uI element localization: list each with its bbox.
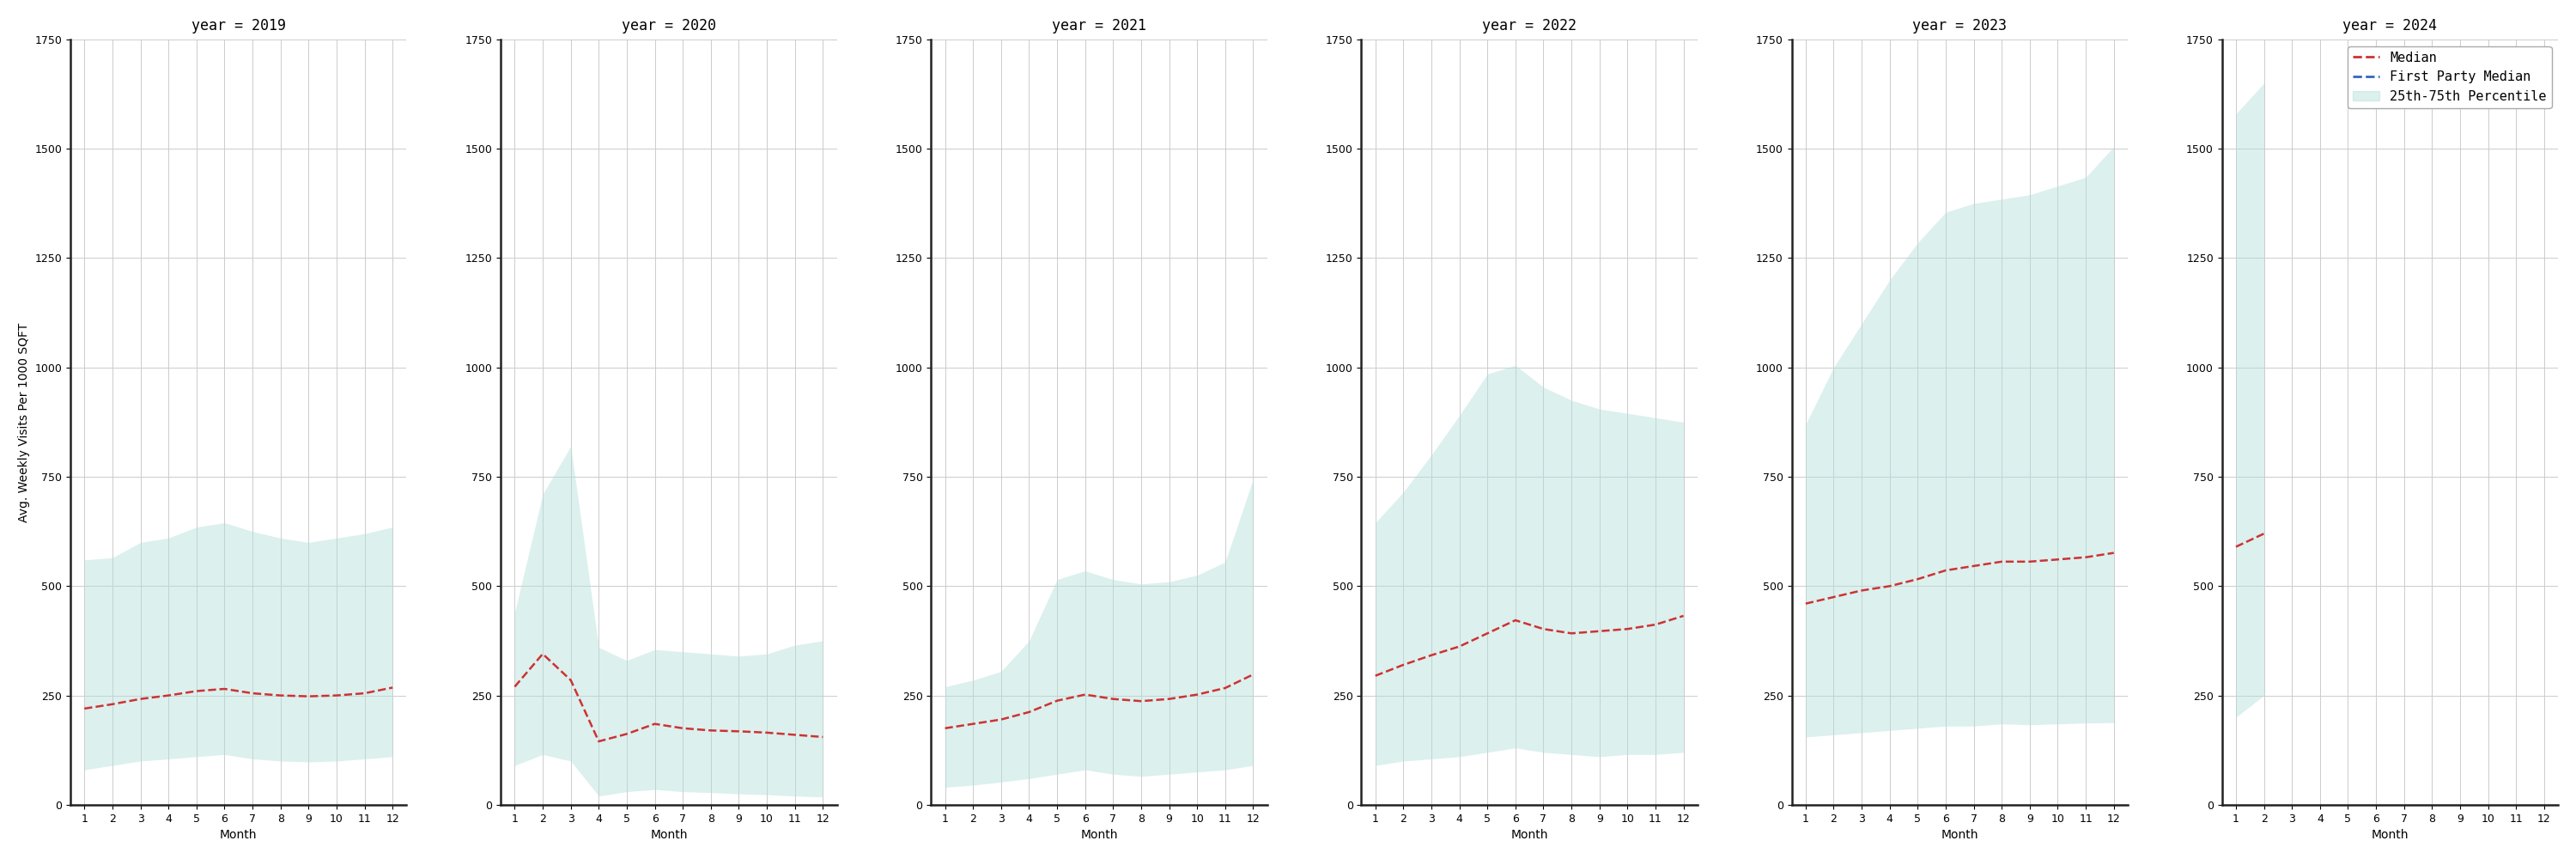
X-axis label: Month: Month (1942, 829, 1978, 841)
Title: year = 2020: year = 2020 (621, 18, 716, 34)
Title: year = 2024: year = 2024 (2342, 18, 2437, 34)
X-axis label: Month: Month (219, 829, 258, 841)
X-axis label: Month: Month (1079, 829, 1118, 841)
Title: year = 2022: year = 2022 (1481, 18, 1577, 34)
Title: year = 2021: year = 2021 (1051, 18, 1146, 34)
Legend: Median, First Party Median, 25th-75th Percentile: Median, First Party Median, 25th-75th Pe… (2347, 46, 2553, 108)
Title: year = 2023: year = 2023 (1911, 18, 2007, 34)
Y-axis label: Avg. Weekly Visits Per 1000 SQFT: Avg. Weekly Visits Per 1000 SQFT (18, 322, 31, 522)
X-axis label: Month: Month (649, 829, 688, 841)
Title: year = 2019: year = 2019 (191, 18, 286, 34)
X-axis label: Month: Month (1510, 829, 1548, 841)
X-axis label: Month: Month (2372, 829, 2409, 841)
